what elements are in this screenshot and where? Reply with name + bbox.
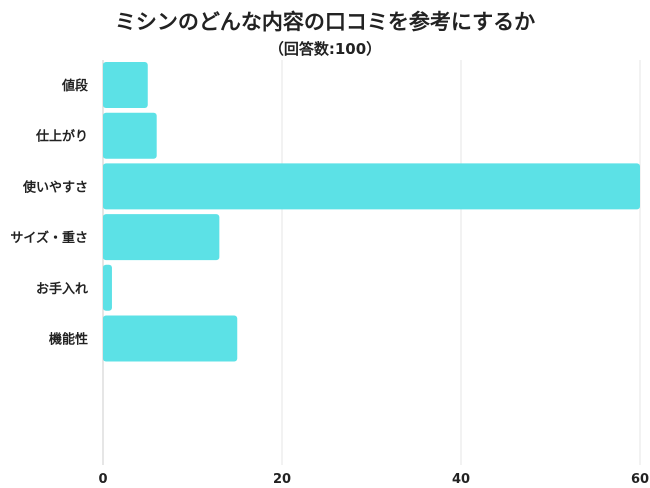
category-label: 機能性	[49, 332, 88, 348]
x-tick-label: 20	[273, 472, 291, 487]
bar	[103, 163, 640, 210]
bar	[103, 264, 112, 311]
bar	[103, 62, 148, 108]
chart-subtitle: （回答数:100）	[268, 40, 382, 58]
category-label: 使いやすさ	[22, 179, 88, 195]
bar	[103, 112, 157, 159]
bar	[103, 315, 238, 362]
x-tick-label: 40	[452, 472, 470, 487]
category-label: 仕上がり	[35, 129, 88, 145]
chart-title: ミシンのどんな内容の口コミを参考にするか	[114, 10, 536, 34]
category-label: サイズ・重さ	[10, 230, 88, 246]
x-tick-label: 60	[631, 472, 649, 487]
category-label: 値段	[61, 78, 88, 94]
x-tick-label: 0	[98, 472, 107, 487]
category-label: お手入れ	[36, 281, 88, 297]
bar	[103, 214, 220, 261]
